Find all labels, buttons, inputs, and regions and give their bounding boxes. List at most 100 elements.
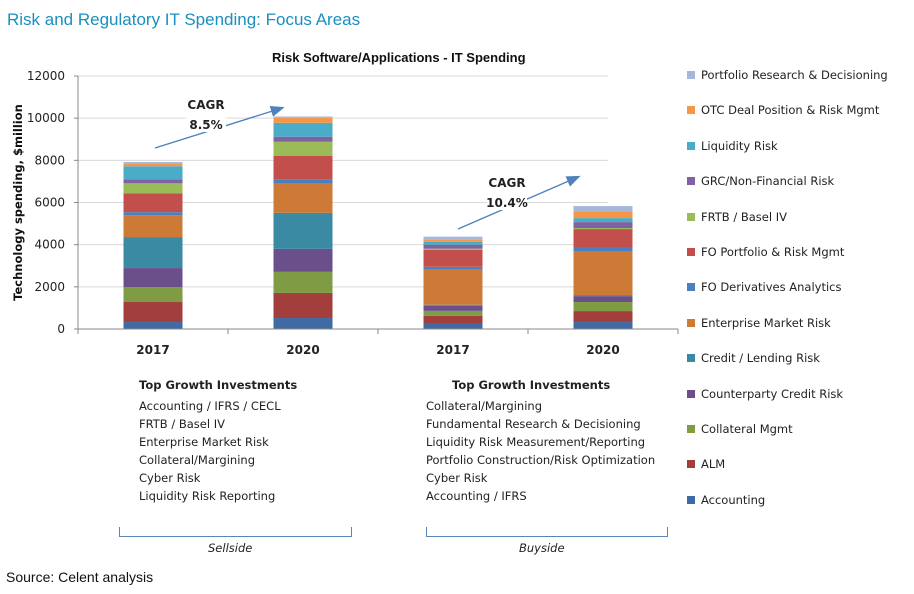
buyside-bracket [426,527,668,537]
legend-swatch [687,71,695,79]
legend-item: FRTB / Basel IV [687,210,787,224]
bar-segment [423,241,483,245]
legend-item: Liquidity Risk [687,139,778,153]
bar-segment [273,212,333,249]
bar-segment [573,302,633,312]
legend-swatch [687,389,695,398]
bar-segment [273,179,333,184]
investment-item: Cyber Risk [139,471,201,485]
bar-segment [273,155,333,180]
bar-segment [273,116,333,118]
y-tick-label: 10000 [27,111,65,125]
bar-segment [123,237,183,269]
bar-segment [273,292,333,319]
bar-segment [273,141,333,156]
bar-segment [273,318,333,329]
legend-swatch [687,425,695,433]
bar-segment [123,163,183,167]
bar-segment [123,179,183,184]
legend-swatch [687,212,695,221]
legend-item: Accounting [687,493,765,507]
bar-segment [423,236,483,240]
bar-segment [273,183,333,213]
legend-label: FO Derivatives Analytics [701,280,842,295]
bar-segment [123,166,183,180]
bar-segment [573,296,633,303]
bar-segment [273,271,333,293]
legend-item: FO Portfolio & Risk Mgmt [687,245,844,259]
cagr-annotations: CAGR 8.5% CAGR 10.4% [154,98,581,230]
legend-label: Accounting [701,492,766,507]
bar-segment [423,239,483,242]
sellside-investments-list: Accounting / IFRS / CECL FRTB / Basel IV E… [139,397,297,505]
y-tick-label: 0 [57,322,65,336]
cagr-label-bg [487,195,527,210]
bar-segment [423,269,483,305]
legend-label: Portfolio Research & Decisioning [701,68,888,82]
y-tick-label: 4000 [34,238,65,252]
cagr-value: 8.5% [189,118,222,132]
sellside-group-label: Sellside [208,541,253,555]
legend-swatch [687,283,695,292]
bar-segment [423,315,483,324]
investment-item: Collateral/Margining [139,453,255,467]
bar-segment [573,222,633,229]
legend-item: FO Derivatives Analytics [687,280,841,294]
legend-label: FO Portfolio & Risk Mgmt [701,245,845,259]
bar-segment [573,295,633,297]
legend-swatch [687,141,695,150]
bar-segment [573,250,633,296]
bar-segment [573,218,633,223]
legend-swatch [687,460,695,469]
sellside-investments-heading: Top Growth Investments [139,378,298,392]
cagr-label: CAGR [488,176,525,190]
bar-segment [423,248,483,250]
bar-segment [273,117,333,123]
y-tick-label: 8000 [34,153,65,167]
legend-label: FRTB / Basel IV [701,209,787,224]
legend-item: GRC/Non-Financial Risk [687,174,834,188]
bar-segment [123,287,183,303]
investment-item: Liquidity Risk Reporting [139,489,276,503]
bar-segment [423,310,483,316]
cagr-label-bg [186,117,226,132]
x-tick-label: 2020 [586,343,619,357]
legend-label: Collateral Mgmt [701,422,793,436]
legend-swatch [687,495,695,504]
bar-segment [573,206,633,212]
legend-swatch [687,354,695,363]
bar-segment [273,136,333,142]
cagr-value: 10.4% [486,196,528,210]
buyside-investments-list: Collateral/Margining Fundamental Research… [426,397,655,505]
bar-segment [423,249,483,267]
legend-item: Credit / Lending Risk [687,351,820,365]
bar-segment [573,228,633,230]
legend-swatch [687,248,695,256]
cagr-label: CAGR [187,98,224,112]
buyside-investments: Top Growth Investments Collateral/Margin… [426,376,655,505]
investment-item: Enterprise Market Risk [139,435,269,449]
legend-label: ALM [701,457,726,472]
legend-swatch [687,106,695,115]
investment-item: Accounting / IFRS / CECL [139,399,281,413]
bar-segment [573,211,633,219]
bar-segment [573,311,633,323]
bar-segment [573,229,633,247]
legend-item: ALM [687,457,725,471]
x-axis: 2017 2020 2017 2020 [77,328,679,357]
bar-segment [273,122,333,137]
investment-item: Accounting / IFRS [426,489,527,503]
bar-segment [423,323,483,329]
bar-segment [123,183,183,194]
y-tick-label: 12000 [27,69,65,83]
legend-item: Portfolio Research & Decisioning [687,68,888,82]
bar-segment [123,302,183,323]
x-tick-label: 2017 [436,343,469,357]
bar-segment [273,248,333,272]
bars [123,116,633,329]
legend-item: Counterparty Credit Risk [687,387,843,401]
page-title: Risk and Regulatory IT Spending: Focus A… [7,10,361,29]
source-note: Source: Celent analysis [6,569,154,585]
legend-label: Credit / Lending Risk [701,351,820,366]
legend-swatch [687,177,695,186]
